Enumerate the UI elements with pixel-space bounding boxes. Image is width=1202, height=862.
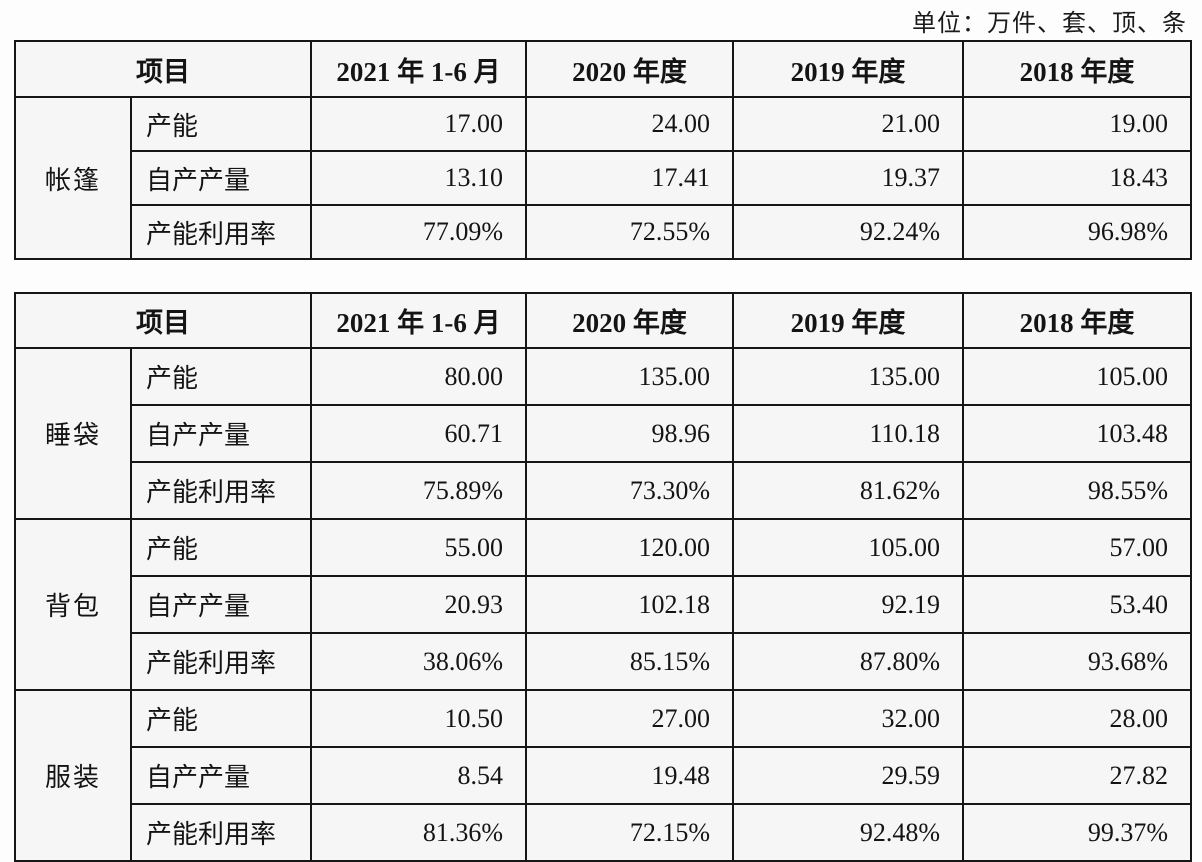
cell-value: 72.55% <box>525 204 734 260</box>
row-label: 自产产量 <box>130 575 312 634</box>
cell-value: 10.50 <box>310 689 527 748</box>
table-row: 产能利用率 81.36% 72.15% 92.48% 99.37% <box>15 803 1192 862</box>
cell-value: 17.00 <box>310 96 527 152</box>
cell-value: 105.00 <box>732 518 964 577</box>
group-label-sleeping-bag: 睡袋 <box>14 347 132 520</box>
cell-value: 99.37% <box>962 803 1192 862</box>
cell-value: 13.10 <box>310 150 527 206</box>
cell-value: 92.48% <box>732 803 964 862</box>
cell-value: 87.80% <box>732 632 964 691</box>
cell-value: 72.15% <box>525 803 734 862</box>
row-label: 产能 <box>130 96 312 152</box>
unit-note: 单位：万件、套、顶、条 <box>912 11 1187 37</box>
group-label-backpack: 背包 <box>14 518 132 691</box>
cell-value: 98.96 <box>525 404 734 463</box>
cell-value: 103.48 <box>962 404 1192 463</box>
column-header-2021h1: 2021 年 1-6 月 <box>310 40 527 98</box>
column-header-2021h1: 2021 年 1-6 月 <box>310 292 527 349</box>
column-header-2018: 2018 年度 <box>962 292 1192 349</box>
cell-value: 29.59 <box>732 746 964 805</box>
row-label: 产能 <box>130 689 312 748</box>
cell-value: 28.00 <box>962 689 1192 748</box>
table-row: 自产产量 20.93 102.18 92.19 53.40 <box>15 575 1192 634</box>
column-header-2020: 2020 年度 <box>525 40 734 98</box>
table-row: 自产产量 13.10 17.41 19.37 18.43 <box>15 150 1192 206</box>
group-label-tent: 帐篷 <box>14 96 132 260</box>
cell-value: 98.55% <box>962 461 1192 520</box>
table-row: 产能利用率 77.09% 72.55% 92.24% 96.98% <box>15 204 1192 260</box>
table-header-row: 项目 2021 年 1-6 月 2020 年度 2019 年度 2018 年度 <box>14 292 1192 349</box>
cell-value: 73.30% <box>525 461 734 520</box>
column-header-item: 项目 <box>14 292 312 349</box>
cell-value: 105.00 <box>962 347 1192 406</box>
cell-value: 32.00 <box>732 689 964 748</box>
table-row: 睡袋 产能 80.00 135.00 135.00 105.00 <box>14 347 1192 520</box>
sleepingbag-backpack-clothing-capacity-table: 项目 2021 年 1-6 月 2020 年度 2019 年度 2018 年度 … <box>14 292 1192 862</box>
table-row: 自产产量 60.71 98.96 110.18 103.48 <box>15 404 1192 463</box>
cell-value: 60.71 <box>310 404 527 463</box>
group-label-clothing: 服装 <box>14 689 132 862</box>
cell-value: 92.19 <box>732 575 964 634</box>
tent-capacity-table: 项目 2021 年 1-6 月 2020 年度 2019 年度 2018 年度 … <box>14 40 1192 260</box>
column-header-2019: 2019 年度 <box>732 40 964 98</box>
cell-value: 77.09% <box>310 204 527 260</box>
column-header-2020: 2020 年度 <box>525 292 734 349</box>
row-label: 产能利用率 <box>130 204 312 260</box>
cell-value: 38.06% <box>310 632 527 691</box>
cell-value: 120.00 <box>525 518 734 577</box>
cell-value: 80.00 <box>310 347 527 406</box>
column-header-2019: 2019 年度 <box>732 292 964 349</box>
cell-value: 20.93 <box>310 575 527 634</box>
cell-value: 96.98% <box>962 204 1192 260</box>
cell-value: 55.00 <box>310 518 527 577</box>
row-label: 自产产量 <box>130 150 312 206</box>
row-label: 自产产量 <box>130 404 312 463</box>
table-header-row: 项目 2021 年 1-6 月 2020 年度 2019 年度 2018 年度 <box>14 40 1192 98</box>
cell-value: 93.68% <box>962 632 1192 691</box>
cell-value: 92.24% <box>732 204 964 260</box>
cell-value: 110.18 <box>732 404 964 463</box>
column-header-2018: 2018 年度 <box>962 40 1192 98</box>
cell-value: 53.40 <box>962 575 1192 634</box>
row-label: 产能 <box>130 347 312 406</box>
table-row: 自产产量 8.54 19.48 29.59 27.82 <box>15 746 1192 805</box>
row-label: 产能利用率 <box>130 803 312 862</box>
cell-value: 8.54 <box>310 746 527 805</box>
cell-value: 17.41 <box>525 150 734 206</box>
cell-value: 57.00 <box>962 518 1192 577</box>
cell-value: 135.00 <box>525 347 734 406</box>
cell-value: 24.00 <box>525 96 734 152</box>
cell-value: 135.00 <box>732 347 964 406</box>
cell-value: 81.62% <box>732 461 964 520</box>
table-row: 产能利用率 75.89% 73.30% 81.62% 98.55% <box>15 461 1192 520</box>
cell-value: 81.36% <box>310 803 527 862</box>
cell-value: 21.00 <box>732 96 964 152</box>
cell-value: 85.15% <box>525 632 734 691</box>
row-label: 产能 <box>130 518 312 577</box>
cell-value: 19.00 <box>962 96 1192 152</box>
table-row: 背包 产能 55.00 120.00 105.00 57.00 <box>14 518 1192 691</box>
table-row: 产能利用率 38.06% 85.15% 87.80% 93.68% <box>15 632 1192 691</box>
cell-value: 18.43 <box>962 150 1192 206</box>
column-header-item: 项目 <box>14 40 312 98</box>
cell-value: 19.48 <box>525 746 734 805</box>
row-label: 产能利用率 <box>130 461 312 520</box>
table-row: 服装 产能 10.50 27.00 32.00 28.00 <box>14 689 1192 862</box>
cell-value: 27.82 <box>962 746 1192 805</box>
cell-value: 19.37 <box>732 150 964 206</box>
row-label: 自产产量 <box>130 746 312 805</box>
row-label: 产能利用率 <box>130 632 312 691</box>
cell-value: 27.00 <box>525 689 734 748</box>
cell-value: 75.89% <box>310 461 527 520</box>
cell-value: 102.18 <box>525 575 734 634</box>
table-row: 帐篷 产能 17.00 24.00 21.00 19.00 <box>14 96 1192 260</box>
